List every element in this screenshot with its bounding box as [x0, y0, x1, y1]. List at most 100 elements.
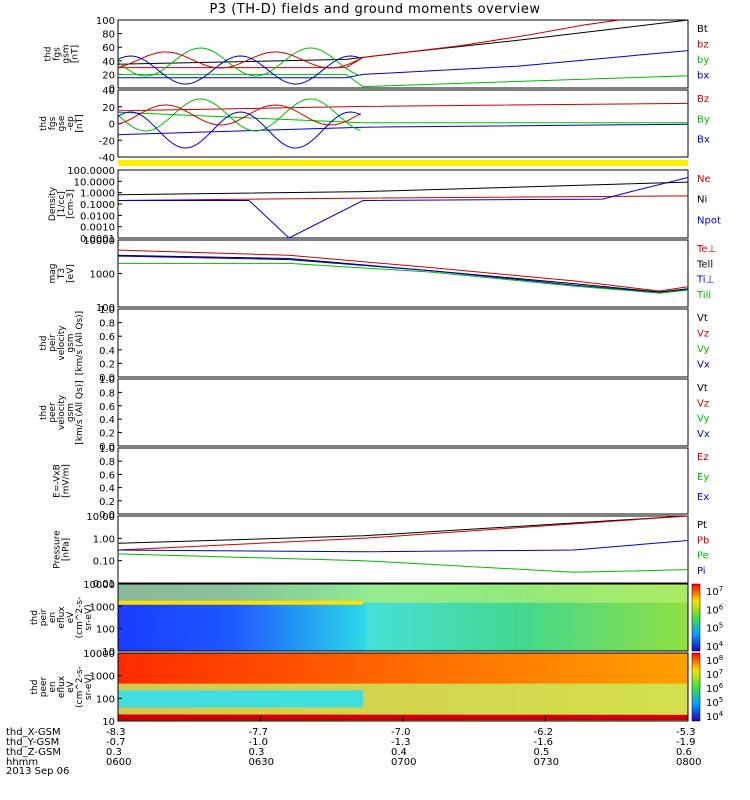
y-axis-label: peir	[48, 334, 58, 352]
legend-entry: Ne	[697, 174, 711, 185]
y-axis-label: [nPa]	[62, 538, 72, 561]
y-tick-label: 10	[102, 717, 115, 728]
y-tick-label: 0.01	[93, 579, 115, 590]
y-axis-label: T3	[57, 268, 67, 280]
y-tick-label: -20	[99, 136, 115, 147]
y-tick-label: 0.0001	[80, 234, 115, 245]
y-tick-label: 0.1000	[80, 200, 115, 211]
legend-entry: Ti⊥	[696, 275, 714, 286]
x-tick-label: 0630	[248, 757, 274, 768]
y-axis-label: thd	[30, 680, 40, 695]
panel-frame	[117, 308, 689, 378]
colorbar-label: 105	[706, 622, 723, 635]
panel-frame	[117, 169, 689, 239]
x-tick-label: -1.0	[248, 737, 269, 748]
y-axis-label: [km/s (All Qs)]	[75, 311, 85, 375]
y-axis-label: velocity	[57, 394, 67, 430]
y-axis-label: [nT]	[71, 45, 81, 63]
legend-entry: Bz	[697, 94, 709, 105]
x-row-label: hhmm	[6, 757, 39, 768]
y-tick-label: 60	[102, 43, 115, 54]
y-axis-label: thd	[44, 47, 54, 62]
legend-entry: Bt	[697, 24, 708, 35]
colorbar-label: 107	[706, 668, 723, 681]
series-line	[117, 249, 689, 292]
series-line	[117, 553, 689, 573]
x-tick-label: -7.7	[248, 727, 269, 738]
legend-entry: Ez	[697, 452, 709, 463]
x-tick-label: -5.3	[676, 727, 696, 738]
y-tick-label: 10000	[83, 580, 115, 591]
y-tick-label: 0.10	[93, 557, 115, 568]
y-axis-label: (cm^2-s-	[75, 597, 85, 639]
legend-entry: By	[697, 114, 710, 125]
y-axis-label: Density	[48, 186, 58, 221]
y-tick-label: 100.0000	[67, 166, 115, 177]
y-axis-label: peer	[39, 676, 49, 697]
y-axis-label: en	[48, 681, 58, 692]
oscillation-line	[117, 55, 361, 85]
x-row-label: thd_Y-GSM	[6, 737, 60, 748]
panel-frame	[117, 239, 689, 308]
y-axis-label: thd	[39, 336, 49, 351]
colorbar-label: 108	[706, 654, 723, 667]
y-tick-label: 0.2	[99, 359, 115, 370]
series-line	[117, 515, 689, 544]
panel-frame	[117, 19, 689, 89]
legend-entry: Te⊥	[696, 244, 716, 255]
panel-frame	[117, 515, 689, 584]
legend-entry: Pb	[697, 535, 709, 546]
legend-entry: Vx	[697, 429, 710, 440]
y-tick-label: 0.6	[99, 332, 115, 343]
x-tick-label: -1.9	[676, 737, 696, 748]
y-tick-label: 1.00	[93, 534, 115, 545]
legend-entry: Vy	[697, 414, 710, 425]
series-line	[117, 102, 689, 112]
y-tick-label: 1.0	[99, 444, 115, 455]
y-axis-label: -ep	[66, 116, 76, 131]
x-tick-label: -1.6	[533, 737, 554, 748]
colorbar-label: 104	[706, 710, 724, 723]
y-tick-label: 1.0	[99, 375, 115, 386]
y-tick-label: 0	[109, 84, 115, 95]
series-line	[117, 111, 688, 124]
oscillation-line	[117, 47, 361, 77]
y-axis-label: thd	[39, 405, 49, 420]
x-tick-label: 0.5	[533, 747, 550, 758]
y-tick-label: 100	[96, 625, 115, 636]
x-row-label: thd_X-GSM	[6, 727, 61, 738]
y-axis-label: en	[48, 612, 58, 623]
y-axis-label: [mV/m]	[62, 464, 72, 498]
y-axis-label: [nT]	[75, 114, 85, 132]
y-tick-label: 40	[102, 57, 115, 68]
y-tick-label: 80	[102, 30, 115, 41]
legend-entry: bx	[697, 71, 709, 82]
y-axis-label: [km/s (All Qs)]	[75, 380, 85, 444]
panel-frame	[117, 583, 689, 652]
y-axis-label: eV	[66, 680, 76, 693]
chart-title: P3 (TH-D) fields and ground moments over…	[209, 2, 541, 17]
oscillation-line	[117, 104, 361, 126]
y-tick-label: 10000	[83, 649, 115, 660]
y-tick-label: 100	[96, 16, 115, 27]
y-tick-label: 0.4	[99, 346, 115, 357]
y-axis-label: eV	[66, 611, 76, 624]
series-line	[117, 19, 689, 65]
colorbar-label: 107	[706, 585, 723, 598]
legend-entry: Till	[696, 290, 711, 301]
legend-entry: by	[697, 55, 709, 66]
y-tick-label: 10.0000	[74, 177, 115, 188]
series-line	[118, 177, 689, 239]
x-tick-label: 0.3	[248, 747, 265, 758]
legend-entry: Vt	[697, 313, 708, 324]
y-axis-label: gsm	[62, 44, 72, 63]
y-tick-label: 10.00	[86, 512, 115, 523]
legend-entry: Ni	[697, 195, 707, 206]
x-tick-label: 0.6	[676, 747, 692, 758]
legend-entry: Vt	[697, 383, 708, 394]
y-axis-label: peir	[39, 608, 49, 626]
y-tick-label: 0.0	[99, 373, 115, 384]
y-axis-label: peer	[48, 402, 58, 423]
colorbar-label: 106	[706, 603, 724, 616]
oscillation-line	[117, 98, 361, 132]
